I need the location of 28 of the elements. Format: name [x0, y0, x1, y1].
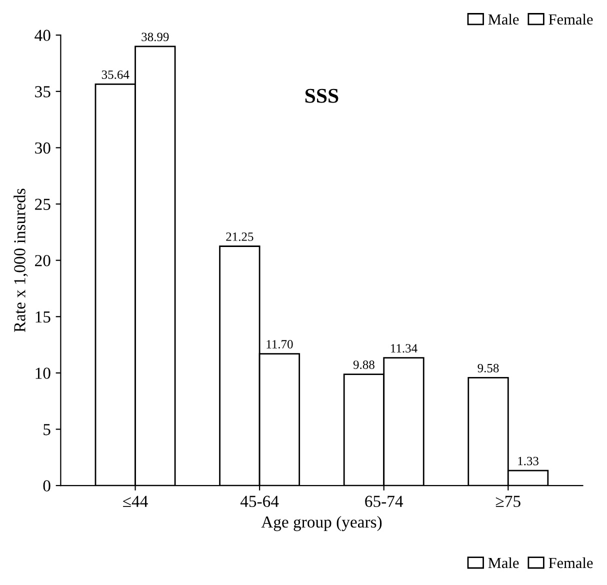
x-axis-title: Age group (years) — [261, 516, 382, 532]
text: Male — [488, 557, 519, 568]
y-tick-label: 35 — [35, 86, 50, 98]
data-label: 11.70 — [266, 340, 293, 349]
y-tick-label: 30 — [35, 142, 50, 154]
data-label: 9.58 — [478, 364, 499, 372]
x-tick-label: 45-64 — [240, 496, 279, 507]
data-label: 9.88 — [353, 360, 374, 370]
y-tick-label: 20 — [35, 255, 50, 266]
data-label: 35.64 — [102, 70, 130, 79]
y-tick-label: 5 — [44, 424, 50, 436]
y-axis-title: Rate x 1,000 insureds — [14, 188, 28, 332]
x-tick-label: 65-74 — [365, 496, 404, 507]
data-label: 11.34 — [391, 344, 418, 353]
y-tick-label: 0 — [43, 480, 50, 492]
legend-label: Female — [548, 14, 593, 25]
text: SSS — [305, 88, 338, 103]
y-tick-label: 15 — [36, 311, 50, 323]
data-label: 21.25 — [226, 232, 254, 241]
x-tick-label: ≥75 — [496, 496, 520, 507]
legend-label: Male — [488, 14, 519, 25]
y-tick-label: 25 — [35, 198, 50, 210]
y-tick-label: 40 — [34, 30, 50, 42]
y-tick-label: 10 — [36, 368, 50, 379]
data-label: 1.33 — [518, 456, 538, 466]
text: Female — [548, 557, 593, 568]
data-label: 38.99 — [142, 32, 169, 42]
x-tick-label: ≤44 — [123, 496, 148, 507]
